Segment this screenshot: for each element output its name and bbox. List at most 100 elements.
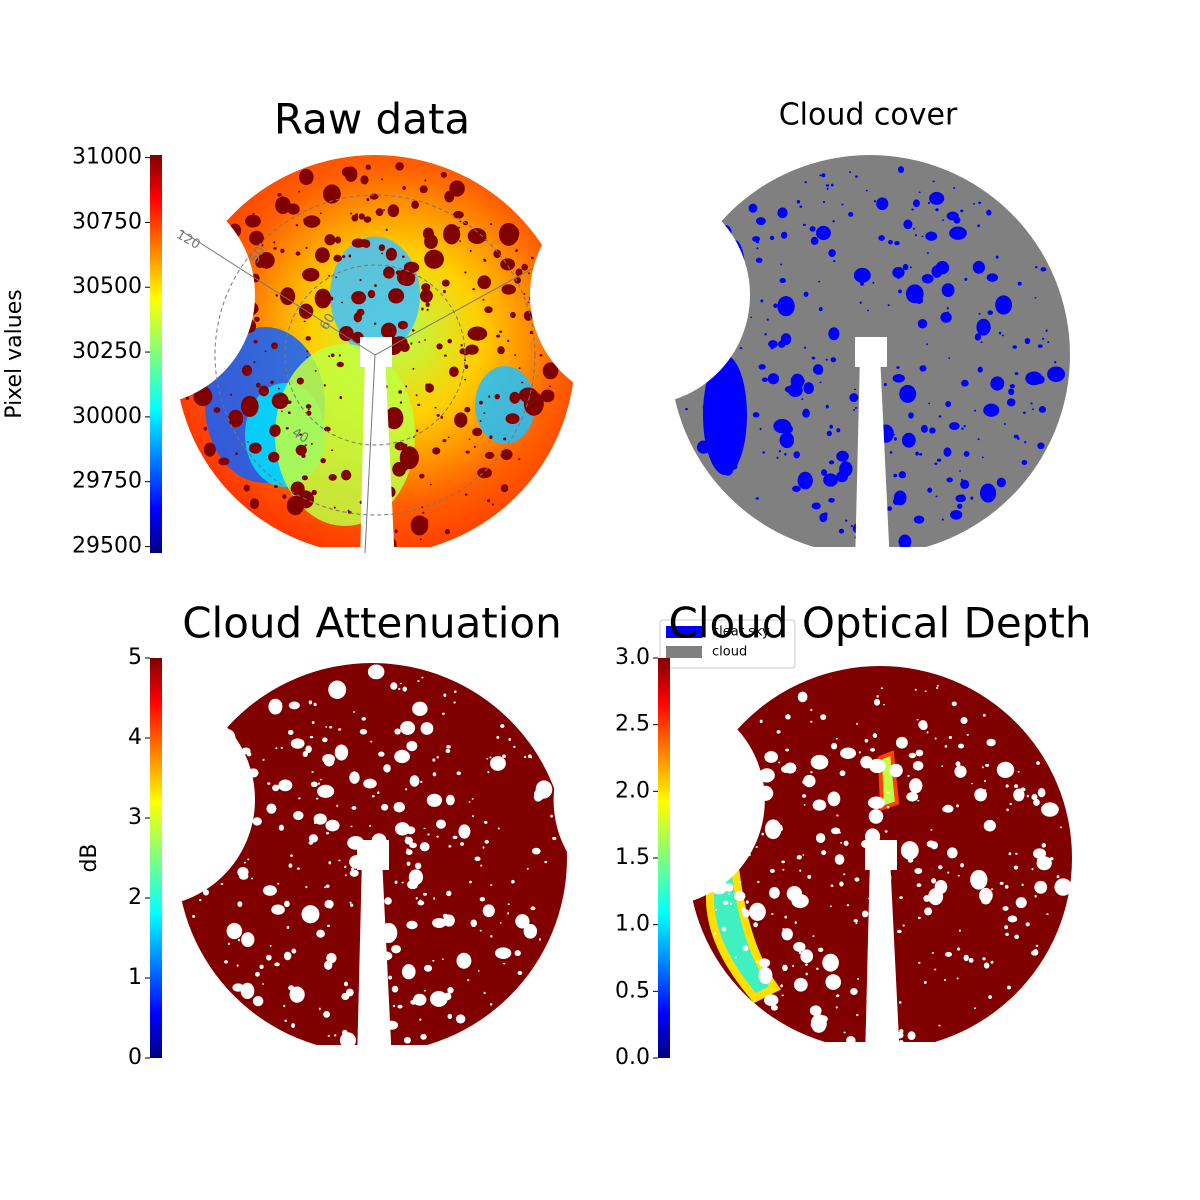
sky-blob bbox=[1031, 793, 1038, 801]
sky-blob bbox=[872, 733, 878, 739]
sky-blob bbox=[803, 804, 806, 806]
sky-blob bbox=[983, 819, 996, 832]
sky-blob bbox=[1025, 371, 1043, 386]
sky-blob bbox=[330, 353, 335, 357]
sky-blob bbox=[381, 803, 389, 811]
sky-blob bbox=[521, 381, 524, 384]
sky-blob bbox=[883, 382, 887, 387]
sky-blob bbox=[429, 483, 432, 486]
sky-blob bbox=[1034, 880, 1048, 894]
sky-blob bbox=[1033, 848, 1047, 859]
sky-blob bbox=[514, 354, 517, 357]
sky-blob bbox=[764, 819, 782, 840]
sky-blob bbox=[724, 883, 734, 892]
sky-blob bbox=[494, 393, 500, 400]
sky-blob bbox=[819, 513, 828, 523]
sky-blob bbox=[784, 915, 788, 919]
sky-blob bbox=[436, 756, 439, 759]
sky-blob bbox=[921, 274, 934, 284]
sky-blob bbox=[445, 794, 455, 806]
sky-blob bbox=[479, 897, 486, 902]
sky-blob bbox=[394, 442, 406, 451]
sky-blob bbox=[507, 903, 510, 906]
sky-blob bbox=[405, 849, 413, 856]
sky-blob bbox=[370, 740, 373, 743]
sky-blob bbox=[1056, 875, 1060, 879]
sky-blob bbox=[397, 1004, 403, 1009]
sky-blob bbox=[236, 964, 239, 967]
sky-blob bbox=[769, 886, 780, 899]
sky-blob bbox=[270, 380, 274, 384]
sky-blob bbox=[708, 433, 714, 440]
legend-swatch bbox=[666, 646, 702, 658]
sky-blob bbox=[810, 754, 829, 770]
sky-blob bbox=[363, 778, 377, 789]
sky-blob bbox=[349, 869, 359, 877]
polar-label: 40 bbox=[289, 425, 311, 446]
sky-blob bbox=[447, 338, 452, 344]
sky-blob bbox=[729, 902, 733, 906]
sky-blob bbox=[923, 981, 927, 984]
sky-blob bbox=[887, 506, 893, 511]
sky-blob bbox=[776, 456, 779, 459]
sky-blob bbox=[255, 382, 261, 388]
sky-blob bbox=[938, 1024, 941, 1027]
bottom-clip bbox=[172, 1045, 572, 1065]
sky-blob bbox=[458, 824, 471, 839]
colorbar-tick-label: 0 bbox=[128, 1045, 142, 1070]
sky-blob bbox=[275, 747, 278, 750]
sky-blob bbox=[986, 738, 996, 747]
sky-blob bbox=[907, 1031, 916, 1041]
polar-grid bbox=[214, 194, 536, 516]
sky-blob bbox=[1047, 366, 1066, 382]
colorbar-tick-label: 4 bbox=[128, 725, 142, 750]
sky-blob bbox=[889, 451, 893, 454]
sky-blob bbox=[981, 766, 984, 769]
sky-blob bbox=[855, 922, 858, 925]
sky-blob bbox=[960, 863, 964, 868]
sky-blob bbox=[358, 213, 365, 220]
sky-blob bbox=[949, 422, 960, 431]
sky-blob bbox=[490, 935, 493, 938]
sky-blob bbox=[353, 711, 356, 713]
sky-blob bbox=[963, 451, 970, 457]
sky-blob bbox=[949, 226, 967, 240]
sky-blob bbox=[299, 168, 314, 186]
sky-blob bbox=[926, 840, 936, 848]
sky-blob bbox=[423, 989, 426, 992]
sky-blob bbox=[924, 690, 927, 692]
sky-blob bbox=[908, 752, 916, 759]
sky-blob bbox=[938, 865, 943, 870]
sky-blob bbox=[418, 341, 421, 343]
wedge bbox=[865, 858, 900, 1060]
sky-blob bbox=[900, 841, 919, 860]
sky-blob bbox=[384, 897, 392, 905]
sky-blob bbox=[895, 736, 908, 749]
sky-blob bbox=[836, 428, 841, 433]
sky-blob bbox=[291, 948, 297, 954]
sky-blob bbox=[715, 909, 718, 911]
sky-blob bbox=[936, 458, 942, 462]
sky-blob bbox=[273, 241, 276, 244]
sky-blob bbox=[528, 754, 532, 759]
sky-blob bbox=[918, 191, 921, 194]
sky-blob bbox=[333, 254, 342, 262]
sky-blob bbox=[846, 903, 850, 907]
sky-blob bbox=[929, 427, 936, 434]
sky-blob bbox=[1015, 852, 1018, 855]
sky-blob bbox=[487, 499, 491, 503]
sky-blob bbox=[981, 456, 984, 459]
sky-blob bbox=[927, 487, 933, 493]
sky-blob bbox=[480, 864, 483, 867]
sky-blob bbox=[756, 217, 766, 226]
sky-blob bbox=[283, 784, 286, 786]
sky-blob bbox=[248, 442, 262, 454]
sky-blob bbox=[761, 832, 764, 836]
sky-blob bbox=[979, 483, 997, 503]
sky-blob bbox=[1059, 826, 1063, 829]
sky-blob bbox=[975, 262, 978, 266]
sky-blob bbox=[391, 985, 399, 993]
sky-blob bbox=[854, 877, 860, 882]
sky-blob bbox=[399, 446, 419, 470]
sky-blob bbox=[876, 695, 879, 698]
